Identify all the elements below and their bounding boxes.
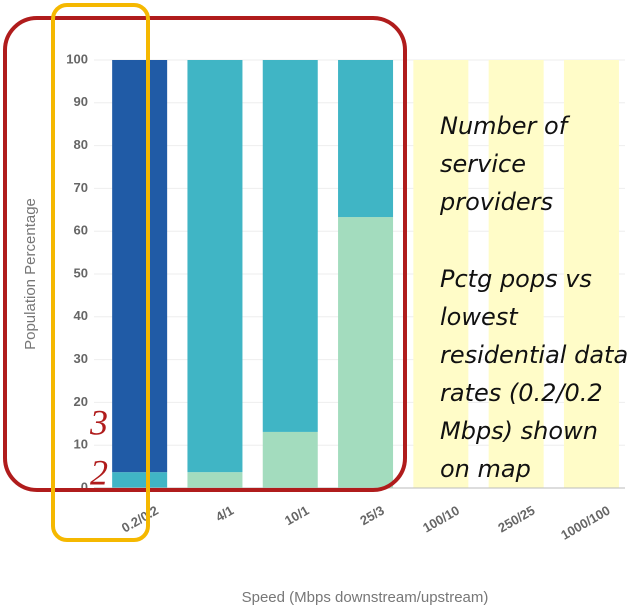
y-axis-title: Population Percentage bbox=[22, 198, 39, 350]
x-tick-label: 250/25 bbox=[495, 503, 537, 536]
annotation-text: residential data bbox=[440, 341, 628, 369]
x-tick-label: 25/3 bbox=[357, 503, 386, 529]
bar-segment bbox=[338, 60, 394, 218]
bar-segment bbox=[112, 60, 168, 473]
annotation-text: service bbox=[440, 150, 526, 178]
annotation-text: Mbps) shown bbox=[440, 417, 598, 445]
x-tick-label: 100/10 bbox=[420, 503, 462, 536]
highlight-box bbox=[3, 16, 407, 492]
bar-segment bbox=[112, 472, 168, 488]
annotation-text: lowest bbox=[440, 303, 519, 331]
y-tick-label: 0 bbox=[81, 479, 88, 494]
y-tick-label: 10 bbox=[74, 437, 88, 452]
annotation-marker: 3 bbox=[89, 402, 108, 442]
bar-segment bbox=[187, 472, 243, 488]
y-tick-label: 60 bbox=[74, 223, 88, 238]
bar-segment bbox=[488, 60, 544, 488]
x-tick-label: 0.2/0.2 bbox=[119, 503, 161, 536]
y-tick-label: 70 bbox=[74, 180, 88, 195]
x-axis-title: Speed (Mbps downstream/upstream) bbox=[242, 589, 489, 606]
bar-segment bbox=[563, 60, 619, 488]
bar-segment bbox=[338, 217, 394, 489]
y-tick-label: 90 bbox=[74, 94, 88, 109]
bar-segment bbox=[187, 60, 243, 473]
y-tick-label: 20 bbox=[74, 394, 88, 409]
highlight-box bbox=[51, 3, 150, 542]
y-tick-label: 80 bbox=[74, 137, 88, 152]
bar-segment bbox=[262, 431, 318, 488]
x-tick-label: 4/1 bbox=[213, 503, 236, 525]
bar-segment bbox=[262, 60, 318, 432]
annotation-marker: 2 bbox=[90, 452, 108, 492]
y-tick-label: 100 bbox=[66, 51, 88, 66]
y-tick-label: 40 bbox=[74, 308, 88, 323]
annotation-text: on map bbox=[440, 455, 531, 483]
y-tick-label: 50 bbox=[74, 265, 88, 280]
bar-segment bbox=[413, 60, 469, 488]
annotation-text: Pctg pops vs bbox=[440, 265, 592, 293]
x-tick-label: 10/1 bbox=[282, 503, 311, 529]
annotation-text: rates (0.2/0.2 bbox=[440, 379, 603, 407]
x-tick-label: 1000/100 bbox=[558, 503, 612, 543]
y-tick-label: 30 bbox=[74, 351, 88, 366]
annotation-text: providers bbox=[439, 188, 553, 216]
annotation-text: Number of bbox=[440, 112, 571, 140]
